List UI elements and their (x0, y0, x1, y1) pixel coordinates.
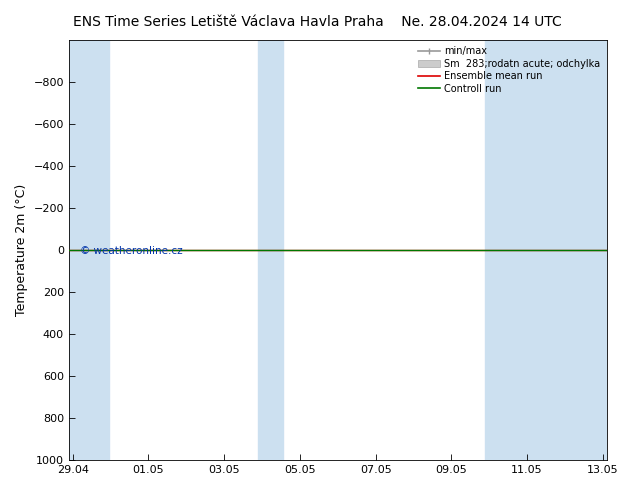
Bar (258, 40, 283, 460)
Text: ENS Time Series Letiště Václava Havla Praha    Ne. 28.04.2024 14 UTC: ENS Time Series Letiště Václava Havla Pr… (73, 15, 561, 29)
Bar (486, 40, 607, 460)
Y-axis label: Temperature 2m (°C): Temperature 2m (°C) (15, 184, 28, 316)
Bar (69, 40, 108, 460)
Text: © weatheronline.cz: © weatheronline.cz (80, 245, 183, 256)
Legend: min/max, Sm  283;rodatn acute; odchylka, Ensemble mean run, Controll run: min/max, Sm 283;rodatn acute; odchylka, … (417, 45, 602, 96)
